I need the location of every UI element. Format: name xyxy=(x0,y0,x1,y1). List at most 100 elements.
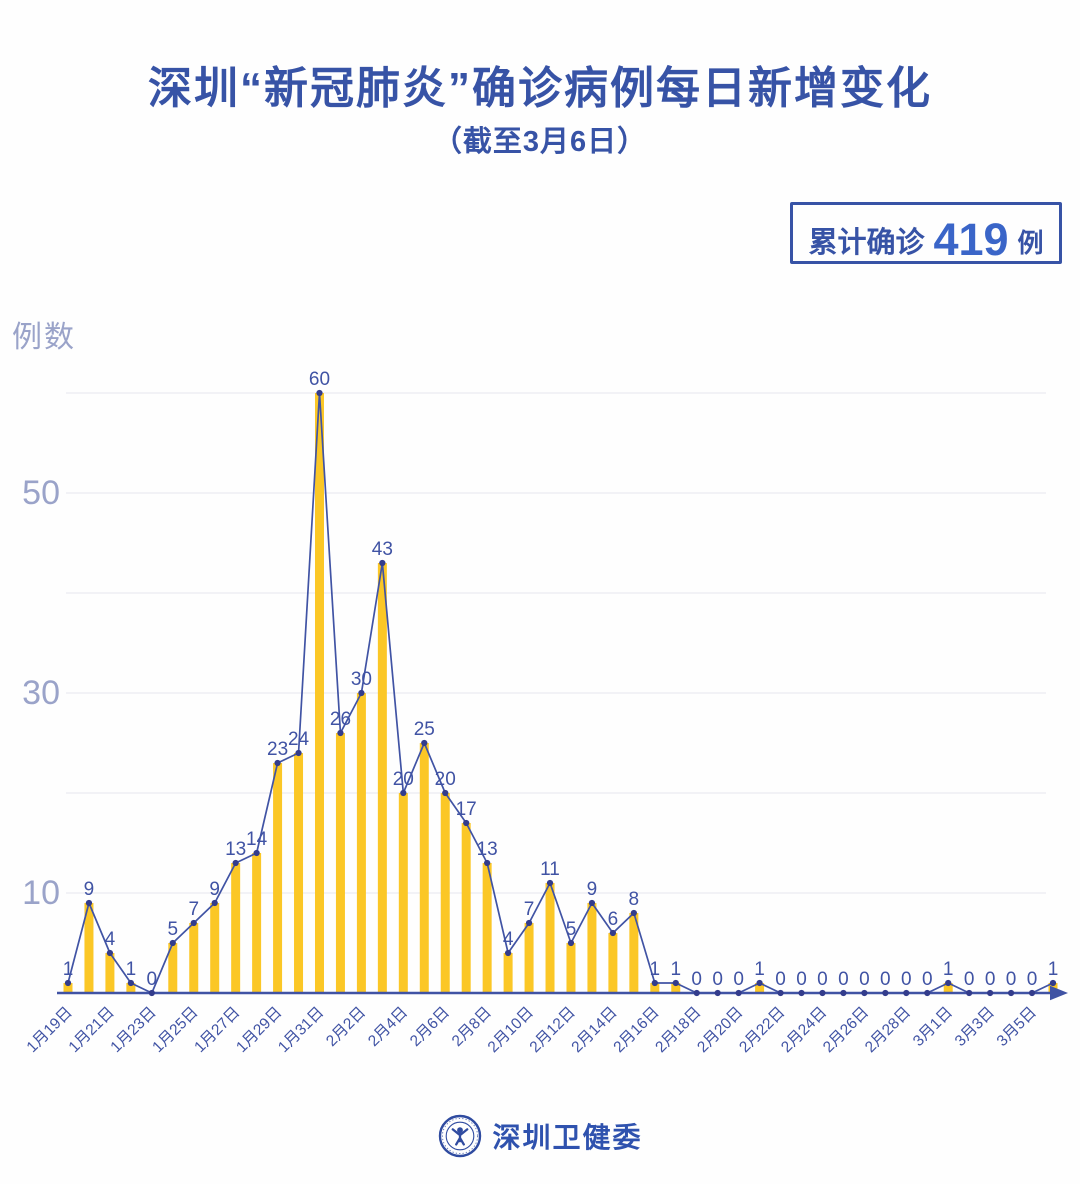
data-point xyxy=(777,989,784,997)
org-logo-icon xyxy=(439,1114,482,1158)
bar xyxy=(650,983,660,993)
svg-text:50: 50 xyxy=(22,474,60,512)
data-point xyxy=(651,979,658,987)
svg-text:0: 0 xyxy=(147,969,158,990)
svg-text:0: 0 xyxy=(964,969,975,990)
x-tick-label: 2月22日 xyxy=(736,1004,788,1056)
badge-value: 419 xyxy=(933,214,1009,265)
badge-label: 累计确诊 xyxy=(808,227,925,259)
x-tick-label: 3月5日 xyxy=(994,1004,1040,1050)
svg-text:11: 11 xyxy=(540,859,560,880)
x-tick-labels: 1月19日1月21日1月23日1月25日1月27日1月29日1月31日2月2日2… xyxy=(24,1004,1040,1056)
data-point xyxy=(316,389,323,397)
data-point xyxy=(987,989,994,997)
x-tick-label: 2月26日 xyxy=(820,1004,872,1056)
bar xyxy=(524,923,534,993)
svg-text:1: 1 xyxy=(670,959,681,980)
svg-text:0: 0 xyxy=(859,969,870,990)
data-point xyxy=(190,919,197,927)
bar xyxy=(440,793,450,993)
svg-text:1: 1 xyxy=(126,959,137,980)
data-point xyxy=(1049,979,1057,987)
x-tick-label: 1月31日 xyxy=(275,1004,327,1056)
x-tick-label: 3月3日 xyxy=(952,1004,998,1050)
svg-text:0: 0 xyxy=(796,969,807,990)
svg-text:23: 23 xyxy=(267,739,288,760)
svg-text:10: 10 xyxy=(22,874,60,912)
data-point xyxy=(630,909,637,917)
org-name: 深圳卫健委 xyxy=(492,1122,643,1153)
data-point xyxy=(945,979,952,987)
data-point xyxy=(525,919,533,927)
svg-text:6: 6 xyxy=(608,909,619,930)
bar xyxy=(566,943,576,993)
data-point xyxy=(756,979,763,987)
data-point xyxy=(169,939,176,947)
x-tick-label: 2月2日 xyxy=(323,1004,369,1050)
data-point xyxy=(253,849,260,857)
data-point xyxy=(924,989,931,997)
footer: 深圳卫健委 xyxy=(0,1106,1080,1166)
svg-text:26: 26 xyxy=(330,709,351,730)
svg-text:24: 24 xyxy=(288,729,310,750)
svg-text:0: 0 xyxy=(838,969,849,990)
svg-text:9: 9 xyxy=(84,879,95,900)
data-point xyxy=(672,979,679,987)
svg-text:1: 1 xyxy=(63,959,74,980)
svg-text:1: 1 xyxy=(650,959,661,980)
data-point xyxy=(567,939,575,947)
svg-text:0: 0 xyxy=(691,969,702,990)
data-point xyxy=(337,729,344,737)
x-tick-label: 2月28日 xyxy=(862,1004,914,1056)
svg-text:1: 1 xyxy=(754,959,765,980)
bar xyxy=(84,903,94,993)
data-point xyxy=(588,899,596,907)
svg-text:0: 0 xyxy=(901,969,912,990)
bar xyxy=(608,933,618,993)
data-point xyxy=(484,859,491,867)
data-point xyxy=(442,789,449,797)
svg-text:5: 5 xyxy=(167,919,178,940)
bar xyxy=(671,983,681,993)
bar xyxy=(461,823,471,993)
data-point xyxy=(882,989,889,997)
svg-text:1: 1 xyxy=(1048,959,1059,980)
bar xyxy=(419,743,429,993)
data-point xyxy=(546,879,554,887)
data-point xyxy=(714,989,721,997)
svg-text:7: 7 xyxy=(524,899,535,920)
x-axis xyxy=(57,985,1068,1001)
x-tick-label: 2月12日 xyxy=(527,1004,579,1056)
svg-text:13: 13 xyxy=(225,839,246,860)
svg-text:4: 4 xyxy=(503,929,514,950)
svg-text:30: 30 xyxy=(22,674,60,712)
x-tick-label: 1月29日 xyxy=(233,1004,285,1056)
x-tick-label: 1月27日 xyxy=(191,1004,243,1056)
svg-text:43: 43 xyxy=(372,539,393,560)
bar xyxy=(545,883,555,993)
x-tick-label: 1月23日 xyxy=(107,1004,159,1056)
x-tick-label: 1月21日 xyxy=(66,1004,118,1056)
badge-unit: 例 xyxy=(1017,228,1044,258)
data-point xyxy=(819,989,826,997)
data-point xyxy=(232,859,239,867)
bar xyxy=(105,953,115,993)
bar xyxy=(63,983,73,993)
data-point xyxy=(1007,989,1015,997)
bar xyxy=(335,733,345,993)
data-point xyxy=(295,749,302,757)
bar xyxy=(273,763,283,993)
data-point xyxy=(421,739,428,747)
svg-text:25: 25 xyxy=(414,719,435,740)
x-tick-label: 1月19日 xyxy=(24,1004,76,1056)
y-axis-title: 例数 xyxy=(12,321,76,354)
x-tick-label: 2月16日 xyxy=(610,1004,662,1056)
svg-text:17: 17 xyxy=(456,799,477,820)
bar xyxy=(126,983,136,993)
x-tick-label: 3月1日 xyxy=(910,1004,956,1050)
svg-text:8: 8 xyxy=(629,889,640,910)
svg-text:0: 0 xyxy=(817,969,828,990)
page-subtitle: （截至3月6日） xyxy=(432,126,648,158)
data-point xyxy=(463,819,470,827)
